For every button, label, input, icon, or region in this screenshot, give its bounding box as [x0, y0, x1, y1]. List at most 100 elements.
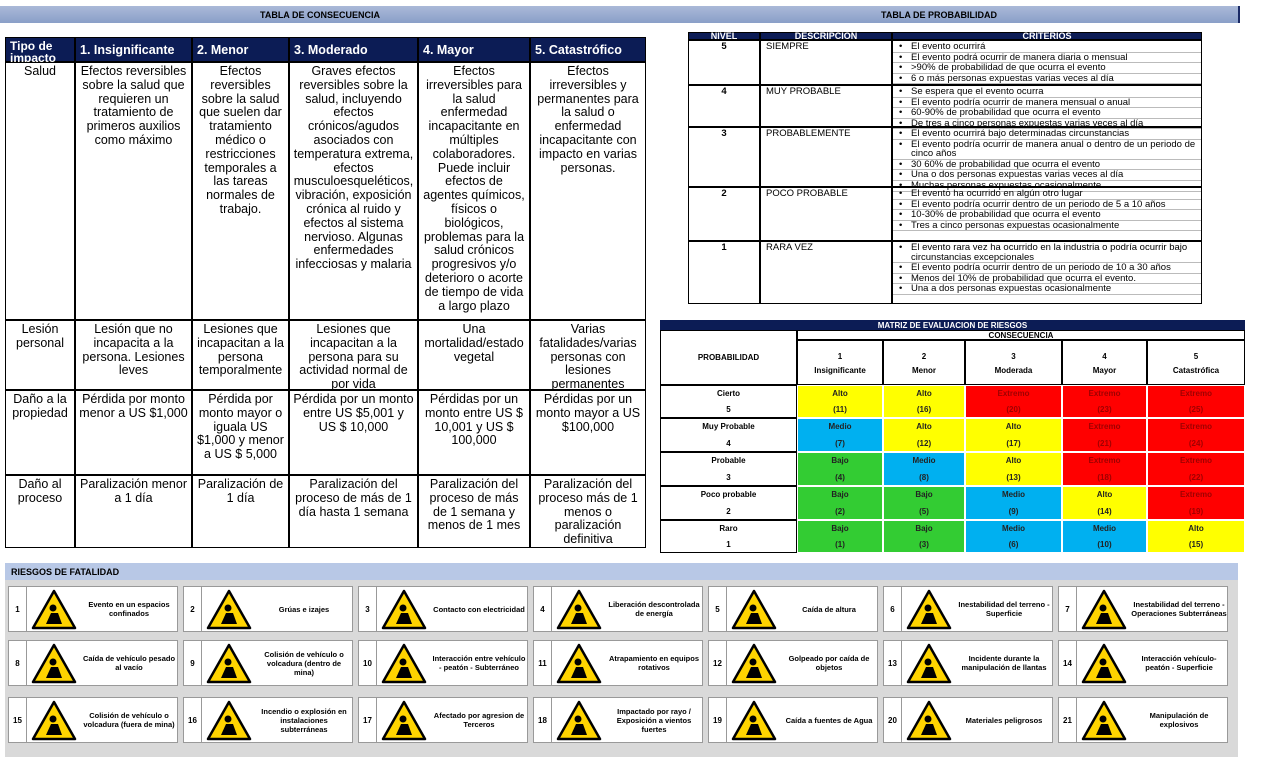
table-cell: Efectos reversibles sobre la salud que r… [75, 62, 192, 320]
risk-score: (11) [833, 405, 847, 414]
fatality-card: 6 Inestabilidad del terreno - Superficie [883, 586, 1053, 632]
probability-label: PROBABILIDAD [660, 330, 797, 385]
hazard-icon [556, 643, 602, 684]
risk-level: Bajo [915, 489, 933, 499]
risk-cell [883, 385, 965, 418]
probability-title: TABLA DE PROBABILIDAD [640, 6, 1240, 23]
row-name: Probable [711, 455, 746, 465]
fatality-card: 13 Incidente durante la manipulación de l… [883, 640, 1053, 686]
item-icon [381, 642, 427, 684]
item-text: Grúas e izajes [278, 604, 330, 614]
criterion: El evento ha ocurrido en algún otro luga… [893, 189, 1201, 200]
item-icon [1081, 699, 1127, 741]
risk-cell [965, 418, 1062, 452]
fatality-card: 1 Evento en un espacios confinados [8, 586, 178, 632]
fatality-card: 21 Manipulación de explosivos [1058, 697, 1228, 743]
row-name: Poco probable [700, 489, 757, 499]
item-text: Manipulación de explosivos [1149, 711, 1209, 729]
item-text: Interacción entre vehículo - peatón - Su… [432, 654, 526, 672]
item-icon [206, 642, 252, 684]
row-label: Daño a la propiedad [5, 390, 75, 475]
item-text: Golpeado por caída de objetos [788, 654, 870, 672]
risk-level: Alto [1188, 523, 1204, 533]
risk-score: (12) [916, 438, 932, 448]
item-text: Materiales peligrosos [965, 715, 1043, 725]
table-cell: Pérdidas por un monto entre US $ 10,001 … [418, 390, 530, 475]
table-cell: Paralización del proceso de más de 1 día… [289, 475, 418, 548]
table-cell: Pérdida por monto menor a US $1,000 [75, 390, 192, 475]
table-header: Tipo de impacto [5, 37, 75, 64]
risk-cell [965, 385, 1062, 418]
level: 2 [688, 187, 760, 241]
item-icon [731, 642, 777, 684]
risk-cell [965, 520, 1062, 553]
column-number: 3 [1011, 351, 1016, 361]
criterion: Tres a cinco personas expuestas ocasiona… [893, 221, 1201, 232]
row-header [660, 520, 797, 553]
item-icon [381, 699, 427, 741]
hazard-icon [31, 643, 77, 684]
hazard-icon [906, 643, 952, 684]
risk-level: Bajo [915, 523, 933, 533]
column-name: Mayor [1092, 365, 1117, 375]
criteria: El evento ha ocurrido en algún otro luga… [892, 187, 1202, 241]
risk-cell [883, 486, 965, 520]
matrix-title: MATRIZ DE EVALUACION DE RIESGOS [660, 320, 1245, 330]
risk-level: Extremo [1088, 421, 1121, 431]
fatality-card: 12 Golpeado por caída de objetos [708, 640, 878, 686]
item-number: 6 [884, 587, 902, 631]
risk-cell [797, 520, 883, 553]
column-number: 4 [1102, 351, 1107, 361]
hazard-icon [906, 589, 952, 630]
risk-cell [1062, 520, 1147, 553]
table-header: CRITERIOS [892, 32, 1202, 41]
item-number: 3 [359, 587, 377, 631]
column-header [883, 340, 965, 385]
item-number: 9 [184, 641, 202, 685]
risk-score: (21) [1097, 438, 1112, 448]
hazard-icon [731, 589, 777, 630]
level: 5 [688, 40, 760, 85]
risk-cell [1062, 486, 1147, 520]
risk-level: Extremo [997, 388, 1030, 398]
column-header [1147, 340, 1245, 385]
item-number: 4 [534, 587, 552, 631]
column-header [965, 340, 1062, 385]
risk-score: (13) [1006, 472, 1021, 482]
column-number: 5 [1193, 351, 1199, 361]
item-icon [206, 699, 252, 741]
item-text: Caída a fuentes de Agua [785, 715, 873, 725]
item-icon [31, 588, 77, 630]
risk-cell [965, 486, 1062, 520]
table-cell: Lesión que no incapacita a la persona. L… [75, 320, 192, 390]
criterion: Se espera que el evento ocurra [893, 87, 1201, 98]
item-text: Afectado por agresion de Terceros [433, 711, 525, 729]
level: 1 [688, 241, 760, 304]
fatality-card: 10 Interacción entre vehículo - peatón - … [358, 640, 528, 686]
row-header [660, 452, 797, 486]
item-text: Colisión de vehículo o volcadura (dentro… [264, 649, 344, 677]
risk-level: Medio [1001, 489, 1026, 499]
risk-level: Extremo [1179, 421, 1212, 431]
table-cell: Graves efectos reversibles sobre la salu… [289, 62, 418, 320]
risk-cell [1147, 418, 1245, 452]
risk-score: (23) [1097, 405, 1112, 414]
hazard-icon [1081, 700, 1127, 741]
criteria: Se espera que el evento ocurraEl evento … [892, 85, 1202, 130]
risk-score: (6) [1008, 540, 1019, 549]
column-header [1062, 340, 1147, 385]
risk-cell [883, 418, 965, 452]
hazard-icon [206, 700, 252, 741]
table-cell: Paralización de 1 día [192, 475, 289, 548]
description: PROBABLEMENTE [760, 127, 892, 187]
risk-score: (19) [1188, 506, 1204, 516]
risk-score: (7) [835, 438, 845, 448]
item-text: Inestabilidad del terreno - Superficie [958, 600, 1050, 618]
fatality-card: 7 Inestabilidad del terreno - Operaciones… [1058, 586, 1228, 632]
risk-level: Alto [916, 388, 932, 398]
consequence-label: CONSECUENCIA [797, 330, 1245, 340]
item-icon [906, 642, 952, 684]
risk-level: Alto [1005, 455, 1022, 465]
risk-level: Alto [916, 421, 932, 431]
